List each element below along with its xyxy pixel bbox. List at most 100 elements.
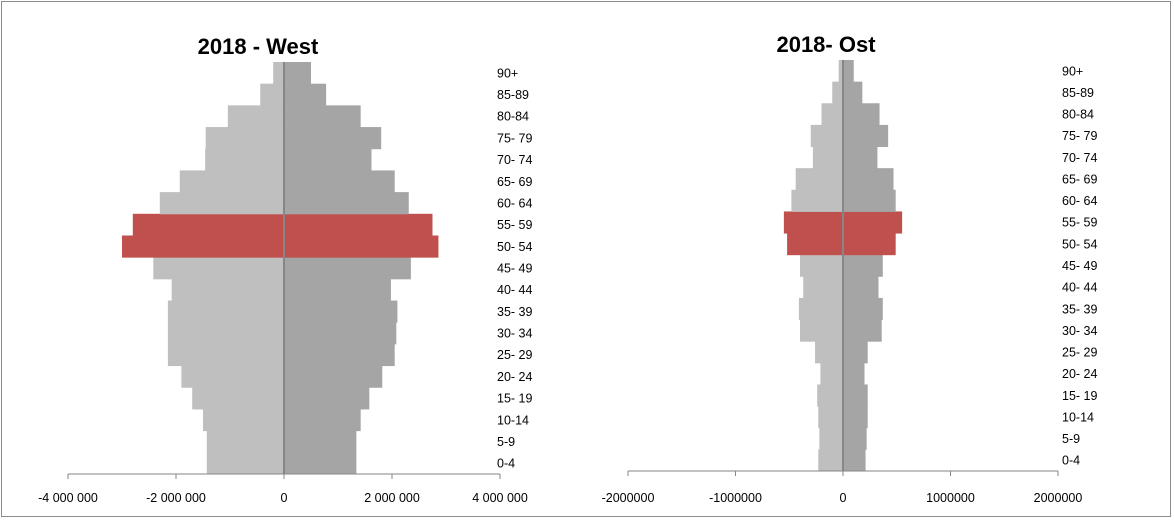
west-age-label-9: 45- 49 bbox=[497, 262, 532, 276]
ost-bar-right-14 bbox=[843, 146, 878, 169]
west-bar-left-2 bbox=[203, 408, 284, 432]
ost-bar-right-13 bbox=[843, 168, 894, 191]
ost-bar-left-8 bbox=[803, 276, 843, 299]
west-bar-right-1 bbox=[284, 430, 357, 453]
ost-bar-right-11 bbox=[843, 211, 903, 234]
west-bar-right-0 bbox=[284, 452, 357, 475]
west-age-label-13: 65- 69 bbox=[497, 175, 532, 189]
west-age-label-3: 15- 19 bbox=[497, 392, 532, 406]
ost-age-label-14: 70- 74 bbox=[1062, 151, 1097, 165]
ost-bar-left-5 bbox=[815, 341, 843, 364]
west-bar-right-7 bbox=[284, 300, 398, 323]
west-age-label-2: 10-14 bbox=[497, 413, 529, 427]
west-age-label-12: 60- 64 bbox=[497, 196, 532, 210]
west-bar-left-16 bbox=[227, 105, 284, 128]
west-bar-right-11 bbox=[284, 213, 433, 236]
west-age-label-15: 75- 79 bbox=[497, 131, 532, 145]
ost-bar-right-10 bbox=[843, 233, 896, 256]
west-age-label-14: 70- 74 bbox=[497, 153, 532, 167]
ost-age-label-4: 20- 24 bbox=[1062, 367, 1097, 381]
west-bar-left-10 bbox=[122, 235, 284, 258]
west-age-label-8: 40- 44 bbox=[497, 283, 532, 297]
ost-age-label-15: 75- 79 bbox=[1062, 129, 1097, 143]
ost-x-tick-label-1: -1000000 bbox=[709, 491, 762, 505]
ost-bar-right-8 bbox=[843, 276, 879, 299]
ost-bar-left-2 bbox=[818, 406, 843, 429]
ost-age-label-16: 80-84 bbox=[1062, 108, 1094, 122]
ost-bar-left-7 bbox=[798, 297, 843, 321]
west-bar-right-9 bbox=[284, 257, 411, 280]
ost-bar-left-9 bbox=[800, 254, 843, 277]
west-bar-right-16 bbox=[284, 105, 361, 128]
ost-x-tick-label-3: 1000000 bbox=[926, 491, 975, 505]
west-bar-right-2 bbox=[284, 408, 361, 432]
west-bar-left-9 bbox=[153, 257, 284, 280]
west-bar-left-5 bbox=[167, 343, 284, 367]
ost-age-label-5: 25- 29 bbox=[1062, 346, 1097, 360]
ost-age-label-3: 15- 19 bbox=[1062, 389, 1097, 403]
west-age-label-10: 50- 54 bbox=[497, 240, 532, 254]
ost-bar-right-15 bbox=[843, 124, 889, 148]
ost-age-label-7: 35- 39 bbox=[1062, 302, 1097, 316]
west-bar-left-11 bbox=[132, 213, 284, 236]
west-x-tick-label-2: 0 bbox=[281, 491, 288, 505]
ost-bar-right-16 bbox=[843, 103, 880, 126]
ost-bar-left-6 bbox=[800, 319, 843, 342]
west-x-tick-label-3: 2 000 000 bbox=[364, 491, 420, 505]
west-bar-left-17 bbox=[260, 83, 284, 106]
ost-age-label-9: 45- 49 bbox=[1062, 259, 1097, 273]
ost-bar-left-14 bbox=[812, 146, 843, 169]
west-age-label-16: 80-84 bbox=[497, 110, 529, 124]
ost-age-label-13: 65- 69 bbox=[1062, 172, 1097, 186]
west-bar-right-8 bbox=[284, 278, 391, 302]
ost-age-label-0: 0-4 bbox=[1062, 454, 1080, 468]
ost-bar-right-5 bbox=[843, 341, 868, 364]
ost-bar-left-11 bbox=[783, 211, 843, 234]
west-x-tick-label-1: -2 000 000 bbox=[146, 491, 206, 505]
west-bar-right-4 bbox=[284, 365, 383, 388]
ost-x-tick-label-2: 0 bbox=[840, 491, 847, 505]
west-age-label-5: 25- 29 bbox=[497, 348, 532, 362]
ost-bar-right-6 bbox=[843, 319, 882, 342]
ost-age-label-17: 85-89 bbox=[1062, 86, 1094, 100]
ost-bar-left-0 bbox=[818, 449, 843, 472]
ost-bar-left-4 bbox=[820, 362, 843, 385]
west-bar-right-6 bbox=[284, 322, 397, 345]
west-bar-right-15 bbox=[284, 127, 382, 150]
west-bar-left-3 bbox=[192, 387, 284, 410]
west-bar-left-13 bbox=[179, 170, 284, 193]
ost-bar-right-4 bbox=[843, 362, 865, 385]
ost-bar-right-2 bbox=[843, 406, 868, 429]
west-age-label-6: 30- 34 bbox=[497, 327, 532, 341]
chart-west: 2018 - West 0-4 5-9 10-14 15- 19 20- 24 25- 2… bbox=[38, 34, 532, 505]
west-bar-right-18 bbox=[284, 62, 311, 85]
west-age-label-1: 5-9 bbox=[497, 435, 515, 449]
ost-age-label-6: 30- 34 bbox=[1062, 324, 1097, 338]
ost-bar-left-18 bbox=[838, 60, 843, 83]
west-age-label-11: 55- 59 bbox=[497, 218, 532, 232]
ost-bar-left-12 bbox=[791, 189, 843, 212]
west-bar-left-6 bbox=[167, 322, 284, 345]
ost-age-label-8: 40- 44 bbox=[1062, 281, 1097, 295]
ost-bar-left-3 bbox=[817, 384, 843, 407]
west-bar-left-1 bbox=[206, 430, 284, 453]
chart-ost: 2018- Ost 0-4 5-9 10-14 15- 19 20- 24 25- 29 3… bbox=[602, 32, 1098, 505]
ost-age-label-18: 90+ bbox=[1062, 64, 1083, 78]
west-age-label-0: 0-4 bbox=[497, 457, 515, 471]
ost-bar-right-12 bbox=[843, 189, 896, 212]
west-bar-right-5 bbox=[284, 343, 395, 367]
ost-bar-left-17 bbox=[832, 81, 843, 104]
ost-bar-right-0 bbox=[843, 449, 866, 472]
ost-bar-left-16 bbox=[821, 103, 843, 126]
ost-x-tick-label-4: 2000000 bbox=[1034, 491, 1083, 505]
ost-age-label-11: 55- 59 bbox=[1062, 216, 1097, 230]
west-bar-left-4 bbox=[181, 365, 284, 388]
west-bar-right-10 bbox=[284, 235, 439, 258]
ost-bar-left-10 bbox=[787, 233, 843, 256]
ost-bar-left-1 bbox=[819, 427, 843, 450]
west-bar-right-3 bbox=[284, 387, 370, 410]
west-bar-left-7 bbox=[167, 300, 284, 323]
ost-bar-right-18 bbox=[843, 60, 854, 83]
west-bar-right-17 bbox=[284, 83, 327, 106]
west-bar-right-14 bbox=[284, 148, 372, 171]
